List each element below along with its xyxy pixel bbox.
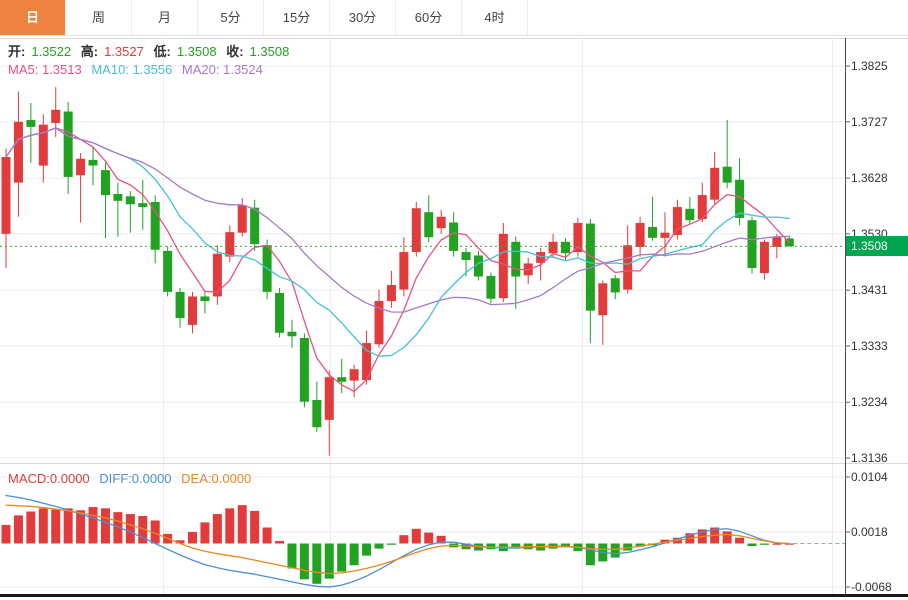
- diff-value: DIFF:0.0000: [99, 471, 172, 486]
- open-label: 开:: [8, 44, 26, 59]
- open-value: 1.3522: [31, 44, 72, 59]
- close-value: 1.3508: [249, 44, 290, 59]
- period-tab-7[interactable]: 4时: [462, 0, 528, 35]
- macd-legend: MACD:0.0000 DIFF:0.0000 DEA:0.0000: [8, 471, 257, 486]
- period-tab-2[interactable]: 月: [132, 0, 198, 35]
- period-tab-1[interactable]: 周: [66, 0, 132, 35]
- price-axis-tick-2: 1.3628: [851, 171, 888, 186]
- price-axis-tick-4: 1.3431: [851, 283, 888, 298]
- macd-value: MACD:0.0000: [8, 471, 90, 486]
- period-tab-0[interactable]: 日: [0, 0, 66, 35]
- price-axis-tick-6: 1.3234: [851, 395, 888, 410]
- macd-axis-tick-1: 0.0018: [851, 524, 888, 539]
- ohlc-legend: 开: 1.3522 高: 1.3527 低: 1.3508 收: 1.3508: [8, 41, 295, 60]
- macd-axis-tick-2: -0.0068: [851, 579, 892, 594]
- period-tab-5[interactable]: 30分: [330, 0, 396, 35]
- price-axis-tick-0: 1.3825: [851, 59, 888, 73]
- high-value: 1.3527: [104, 44, 144, 59]
- period-tab-4[interactable]: 15分: [264, 0, 330, 35]
- macd-axis-tick-0: 0.0104: [851, 469, 888, 484]
- ma20-value: MA20: 1.3524: [181, 62, 263, 77]
- ma5-value: MA5: 1.3513: [8, 62, 82, 77]
- period-tab-6[interactable]: 60分: [396, 0, 462, 35]
- price-axis-tick-5: 1.3333: [851, 338, 888, 353]
- low-value: 1.3508: [176, 44, 217, 59]
- close-label: 收:: [226, 44, 244, 59]
- low-label: 低:: [153, 44, 171, 59]
- period-tab-3[interactable]: 5分: [198, 0, 264, 35]
- dea-value: DEA:0.0000: [181, 471, 252, 486]
- last-price-badge: 1.3508: [846, 236, 908, 257]
- ma-legend: MA5: 1.3513 MA10: 1.3556 MA20: 1.3524: [8, 62, 269, 77]
- ma10-value: MA10: 1.3556: [91, 62, 173, 77]
- price-axis-tick-1: 1.3727: [851, 114, 888, 129]
- price-axis-tick-7: 1.3136: [851, 451, 888, 465]
- period-tabbar: 日周月 5分 15分 30分 60分 4时: [0, 0, 908, 36]
- high-label: 高:: [80, 44, 99, 59]
